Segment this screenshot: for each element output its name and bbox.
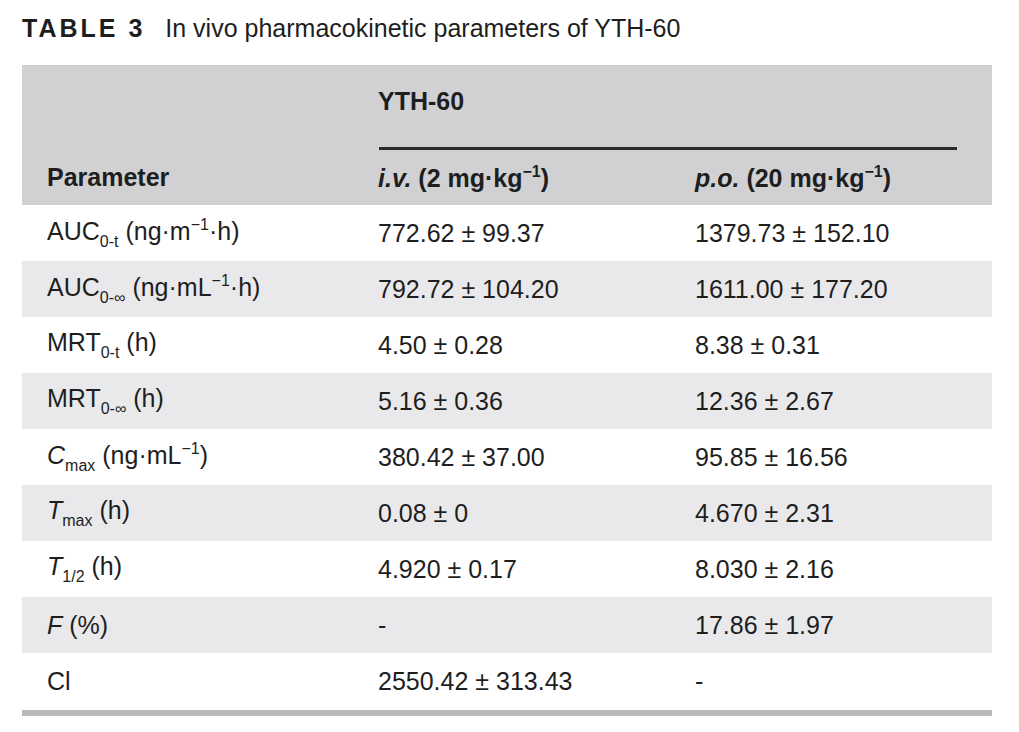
text-segment: i.v.	[378, 164, 411, 192]
table-row: MRT0-∞ (h)5.16 ± 0.3612.36 ± 2.67	[22, 373, 992, 429]
iv-value-cell: 4.50 ± 0.28	[378, 331, 695, 360]
iv-value-cell: -	[378, 611, 695, 640]
table-row: T1/2 (h)4.920 ± 0.178.030 ± 2.16	[22, 541, 992, 597]
po-value-cell: 1379.73 ± 152.10	[695, 219, 992, 248]
text-segment: )	[200, 441, 208, 469]
text-segment: (h)	[126, 384, 164, 412]
po-value-cell: 95.85 ± 16.56	[695, 443, 992, 472]
text-segment: ·h)	[230, 273, 261, 301]
iv-value-cell: 4.920 ± 0.17	[378, 555, 695, 584]
text-segment: 0-t	[100, 233, 119, 250]
table-row: Tmax (h)0.08 ± 04.670 ± 2.31	[22, 485, 992, 541]
table-row: AUC0-t (ng·m−1·h)772.62 ± 99.371379.73 ±…	[22, 205, 992, 261]
text-segment: (h)	[93, 496, 131, 524]
table-row: AUC0-∞ (ng·mL−1·h)792.72 ± 104.201611.00…	[22, 261, 992, 317]
text-segment: (%)	[62, 611, 108, 639]
column-header-po: p.o. (20 mg·kg−1)	[695, 163, 992, 193]
po-value-cell: 4.670 ± 2.31	[695, 499, 992, 528]
text-segment: AUC	[47, 273, 100, 301]
text-segment: 0-∞	[101, 400, 127, 417]
po-value-cell: -	[695, 667, 992, 696]
iv-value-cell: 0.08 ± 0	[378, 499, 695, 528]
po-value-cell: 17.86 ± 1.97	[695, 611, 992, 640]
po-value-cell: 8.38 ± 0.31	[695, 331, 992, 360]
parameter-cell: F (%)	[47, 611, 378, 640]
text-segment: max	[62, 512, 92, 529]
po-value-cell: 1611.00 ± 177.20	[695, 275, 992, 304]
text-segment: (ng·mL	[95, 441, 181, 469]
text-segment: (2 mg·kg	[411, 164, 522, 192]
table-row: F (%)-17.86 ± 1.97	[22, 597, 992, 653]
parameter-cell: Cmax (ng·mL−1)	[47, 440, 378, 475]
text-segment: Cl	[47, 667, 71, 695]
group-header-label: YTH-60	[378, 87, 464, 116]
table-row: Cmax (ng·mL−1)380.42 ± 37.0095.85 ± 16.5…	[22, 429, 992, 485]
text-segment: (h)	[119, 328, 157, 356]
parameter-cell: AUC0-∞ (ng·mL−1·h)	[47, 272, 378, 307]
pharmacokinetics-table: YTH-60 Parameter i.v. (2 mg·kg−1) p.o. (…	[22, 65, 992, 716]
text-segment: C	[47, 441, 65, 469]
text-segment: −1	[181, 440, 199, 457]
table-caption: TABLE 3 In vivo pharmacokinetic paramete…	[22, 12, 680, 45]
parameter-cell: MRT0-∞ (h)	[47, 384, 378, 418]
text-segment: ·h)	[209, 217, 240, 245]
text-segment: F	[47, 611, 62, 639]
text-segment: p.o.	[695, 164, 739, 192]
text-segment: −1	[212, 272, 230, 289]
parameter-cell: Cl	[47, 667, 378, 696]
text-segment: MRT	[47, 328, 101, 356]
iv-value-cell: 772.62 ± 99.37	[378, 219, 695, 248]
table-title: In vivo pharmacokinetic parameters of YT…	[165, 12, 680, 45]
iv-value-cell: 792.72 ± 104.20	[378, 275, 695, 304]
text-segment: 1/2	[62, 568, 84, 585]
iv-value-cell: 5.16 ± 0.36	[378, 387, 695, 416]
text-segment: (20 mg·kg	[739, 164, 864, 192]
table-number: TABLE 3	[22, 12, 145, 45]
text-segment: T	[47, 552, 62, 580]
table-bottom-border	[22, 710, 992, 716]
iv-value-cell: 2550.42 ± 313.43	[378, 667, 695, 696]
text-segment: −1	[864, 163, 882, 180]
text-segment: AUC	[47, 217, 100, 245]
column-header-row: Parameter i.v. (2 mg·kg−1) p.o. (20 mg·k…	[22, 150, 992, 205]
parameter-cell: Tmax (h)	[47, 496, 378, 530]
text-segment: −1	[523, 163, 541, 180]
text-segment: 0-∞	[100, 289, 126, 306]
table-row: Cl 2550.42 ± 313.43-	[22, 653, 992, 709]
parameter-cell: AUC0-t (ng·m−1·h)	[47, 216, 378, 251]
table-header: YTH-60 Parameter i.v. (2 mg·kg−1) p.o. (…	[22, 65, 992, 205]
text-segment: )	[541, 164, 549, 192]
text-segment: (ng·mL	[125, 273, 211, 301]
text-segment: (h)	[85, 552, 123, 580]
text-segment: (ng·m	[118, 217, 190, 245]
column-header-iv: i.v. (2 mg·kg−1)	[378, 163, 695, 193]
iv-value-cell: 380.42 ± 37.00	[378, 443, 695, 472]
text-segment: MRT	[47, 384, 101, 412]
text-segment: 0-t	[101, 344, 120, 361]
text-segment: )	[883, 164, 891, 192]
text-segment: −1	[191, 216, 209, 233]
table-body: AUC0-t (ng·m−1·h)772.62 ± 99.371379.73 ±…	[22, 205, 992, 709]
table-row: MRT0-t (h)4.50 ± 0.288.38 ± 0.31	[22, 317, 992, 373]
po-value-cell: 12.36 ± 2.67	[695, 387, 992, 416]
text-segment: T	[47, 496, 62, 524]
text-segment: max	[65, 457, 95, 474]
parameter-cell: MRT0-t (h)	[47, 328, 378, 362]
parameter-cell: T1/2 (h)	[47, 552, 378, 586]
po-value-cell: 8.030 ± 2.16	[695, 555, 992, 584]
column-header-parameter: Parameter	[47, 163, 378, 192]
